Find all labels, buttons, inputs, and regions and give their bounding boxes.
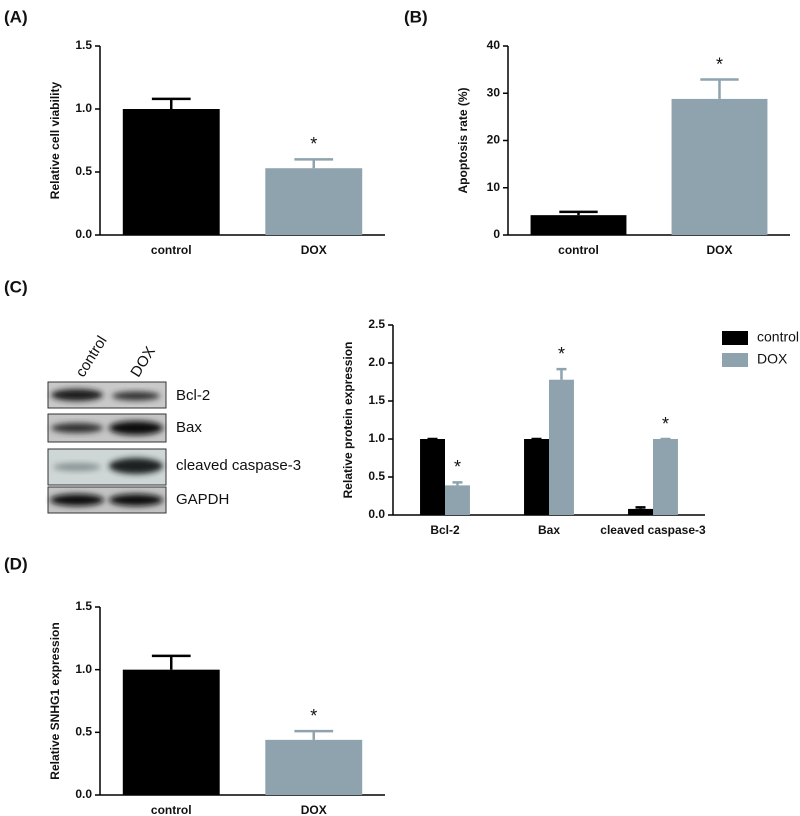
x-tick-label: control — [151, 243, 192, 257]
y-tick-label: 1.0 — [75, 662, 92, 676]
y-tick-label: 0.5 — [368, 469, 385, 483]
bar — [265, 739, 363, 795]
panel-label: (A) — [4, 7, 28, 26]
band — [53, 463, 101, 471]
error-bar — [700, 78, 739, 99]
y-tick-label: 40 — [487, 38, 501, 52]
y-tick-label: 0 — [493, 227, 500, 241]
bar — [122, 109, 220, 235]
bar — [628, 508, 653, 515]
x-tick-label: Bcl-2 — [430, 523, 460, 537]
y-tick-label: 1.5 — [75, 38, 92, 52]
x-tick-label: Bax — [538, 523, 560, 537]
band — [109, 494, 163, 506]
y-axis-title: Relative cell viability — [48, 81, 62, 199]
significance-mark: * — [716, 54, 723, 74]
bar — [420, 439, 445, 515]
bar — [549, 379, 574, 515]
y-tick-label: 0.5 — [75, 725, 92, 739]
y-tick-label: 20 — [487, 133, 501, 147]
x-tick-label: control — [151, 803, 192, 816]
band — [50, 494, 104, 506]
x-tick-label: DOX — [301, 803, 327, 816]
error-bar — [151, 97, 191, 109]
bar — [122, 669, 220, 795]
y-tick-label: 1.0 — [75, 101, 92, 115]
error-bar — [151, 654, 191, 670]
error-bar — [294, 158, 334, 169]
x-tick-label: DOX — [706, 243, 732, 257]
panel-label: (C) — [4, 277, 28, 296]
band-label: Bcl-2 — [176, 387, 210, 404]
bar — [671, 98, 768, 235]
y-axis-title: Relative protein expression — [341, 342, 355, 499]
bar — [524, 439, 549, 515]
band-label: Bax — [176, 419, 202, 436]
y-tick-label: 30 — [487, 85, 501, 99]
legend-swatch — [722, 331, 748, 345]
western-blot: control DOX Bcl-2 Bax cleaved caspase-3 … — [47, 333, 301, 514]
x-tick-label: cleaved caspase-3 — [600, 523, 706, 537]
x-tick-label: DOX — [301, 243, 327, 257]
legend-label: control — [757, 329, 799, 345]
y-tick-label: 0.0 — [75, 227, 92, 241]
significance-mark: * — [454, 457, 461, 477]
y-tick-label: 0.5 — [75, 164, 92, 178]
error-bar — [294, 729, 334, 740]
significance-mark: * — [310, 706, 317, 726]
y-axis-title: Relative SNHG1 expression — [48, 622, 62, 779]
legend-label: DOX — [757, 351, 788, 367]
band — [112, 391, 160, 401]
lane-label: control — [72, 333, 110, 380]
band — [109, 458, 163, 474]
band-label: GAPDH — [176, 491, 229, 508]
y-tick-label: 2.5 — [368, 317, 385, 331]
y-tick-label: 1.5 — [75, 599, 92, 613]
band-label: cleaved caspase-3 — [176, 457, 301, 474]
bar — [265, 168, 363, 235]
band — [51, 389, 103, 401]
panel-label: (D) — [4, 554, 28, 573]
significance-mark: * — [558, 344, 565, 364]
y-tick-label: 10 — [487, 180, 501, 194]
bar — [530, 215, 627, 235]
panel-label: (B) — [404, 7, 428, 26]
error-bar — [635, 506, 646, 509]
y-tick-label: 1.0 — [368, 431, 385, 445]
bar — [445, 485, 470, 515]
significance-mark: * — [310, 134, 317, 154]
error-bar — [452, 481, 463, 486]
y-tick-label: 2.0 — [368, 355, 385, 369]
y-tick-label: 0.0 — [75, 787, 92, 801]
band — [51, 423, 103, 433]
error-bar — [559, 210, 598, 216]
significance-mark: * — [662, 414, 669, 434]
bar — [653, 439, 678, 515]
y-tick-label: 1.5 — [368, 393, 385, 407]
x-tick-label: control — [558, 243, 599, 257]
error-bar — [556, 367, 567, 380]
lane-label: DOX — [127, 344, 159, 381]
y-tick-label: 0.0 — [368, 507, 385, 521]
y-axis-title: Apoptosis rate (%) — [456, 87, 470, 193]
legend-swatch — [722, 353, 748, 367]
band — [109, 421, 163, 435]
